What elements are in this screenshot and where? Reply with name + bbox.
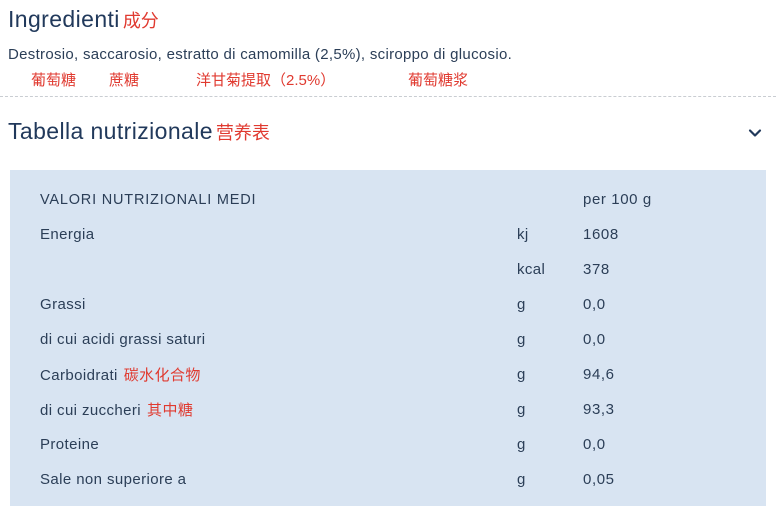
nutrient-label: Grassi [40, 296, 86, 313]
table-row: di cui acidi grassi saturi g 0,0 [10, 322, 766, 357]
nutrient-unit: g [517, 331, 526, 348]
ingredient-annotation: 蔗糖 [109, 72, 140, 89]
nutrient-value: 93,3 [583, 401, 615, 418]
nutrition-table-header-row: VALORI NUTRIZIONALI MEDI per 100 g [10, 182, 766, 217]
nutrient-label: Proteine [40, 436, 100, 453]
ingredients-title-zh: 成分 [122, 11, 159, 31]
ingredients-annotations-row: 葡萄糖 蔗糖 洋甘菊提取（2.5%） 葡萄糖浆 [8, 66, 768, 91]
nutrient-label-zh: 碳水化合物 [123, 367, 201, 384]
nutrition-section-header[interactable]: Tabella nutrizionale 营养表 [0, 97, 776, 145]
chevron-down-icon[interactable] [746, 124, 764, 142]
nutrient-label: di cui zuccheri 其中糖 [40, 402, 194, 419]
ingredients-text: Destrosio, saccarosio, estratto di camom… [8, 46, 513, 63]
nutrient-value: 0,0 [583, 436, 606, 453]
nutrient-unit: g [517, 401, 526, 418]
nutrient-unit: g [517, 436, 526, 453]
nutrition-table-body: Energia kj 1608 kcal 378 Grassi g 0,0 di cui aci… [10, 217, 766, 497]
ingredient-annotation: 葡萄糖浆 [408, 72, 469, 89]
nutrition-table-header-value: per 100 g [583, 191, 652, 208]
nutrient-unit: g [517, 471, 526, 488]
nutrient-unit: g [517, 296, 526, 313]
nutrient-unit: g [517, 366, 526, 383]
ingredient-annotation: 葡萄糖 [31, 72, 77, 89]
nutrient-value: 0,0 [583, 331, 606, 348]
nutrition-title-zh: 营养表 [215, 123, 270, 143]
table-row: Proteine g 0,0 [10, 427, 766, 462]
table-row: Grassi g 0,0 [10, 287, 766, 322]
nutrient-label: Carboidrati 碳水化合物 [40, 367, 201, 384]
nutrient-unit: kj [517, 226, 529, 243]
nutrient-value: 0,05 [583, 471, 615, 488]
nutrition-table: VALORI NUTRIZIONALI MEDI per 100 g Energ… [10, 170, 766, 506]
nutrition-title: Tabella nutrizionale [8, 118, 213, 144]
ingredients-header: Ingredienti 成分 [8, 6, 768, 33]
nutrition-table-header-label: VALORI NUTRIZIONALI MEDI [40, 191, 257, 208]
ingredients-section: Ingredienti 成分 Destrosio, saccarosio, es… [0, 0, 776, 91]
table-row: Energia kj 1608 [10, 217, 766, 252]
nutrient-value: 378 [583, 261, 610, 278]
nutrient-unit: kcal [517, 261, 546, 278]
nutrition-title-group: Tabella nutrizionale 营养表 [8, 118, 270, 145]
ingredients-title: Ingredienti [8, 6, 120, 32]
table-row: Carboidrati 碳水化合物 g 94,6 [10, 357, 766, 392]
nutrient-label: Sale non superiore a [40, 471, 187, 488]
nutrient-value: 0,0 [583, 296, 606, 313]
table-row: Sale non superiore a g 0,05 [10, 462, 766, 497]
section-divider [0, 96, 776, 97]
table-row: kcal 378 [10, 252, 766, 287]
nutrient-label-zh: 其中糖 [147, 402, 194, 419]
table-row: di cui zuccheri 其中糖 g 93,3 [10, 392, 766, 427]
nutrient-label: di cui acidi grassi saturi [40, 331, 206, 348]
nutrient-label: Energia [40, 226, 95, 243]
ingredient-annotation: 洋甘菊提取（2.5%） [196, 72, 336, 89]
nutrient-value: 1608 [583, 226, 619, 243]
nutrient-value: 94,6 [583, 366, 615, 383]
